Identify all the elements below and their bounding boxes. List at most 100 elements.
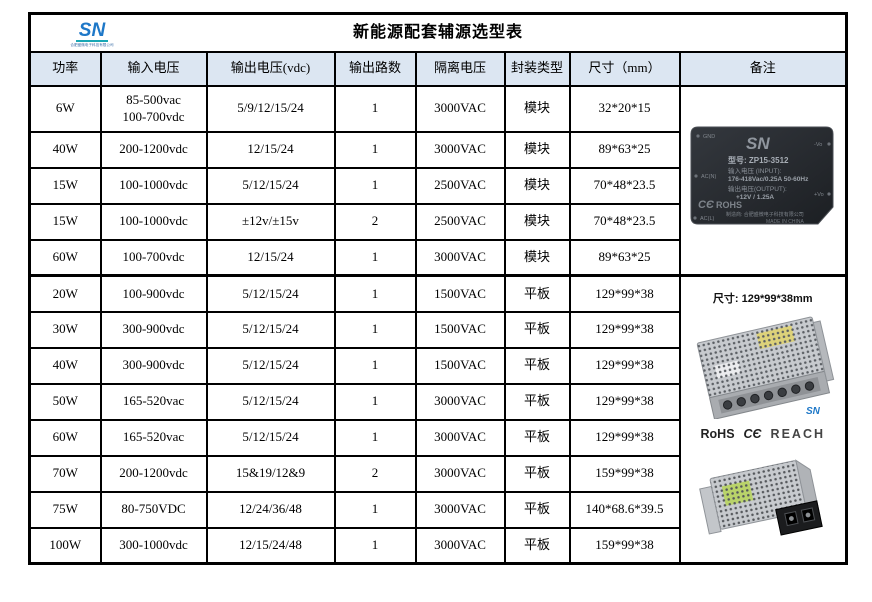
cell-output-voltage: 5/12/15/24 <box>205 310 336 349</box>
cell-package-type: 模块 <box>503 166 571 205</box>
module-output-label: 输出电压(OUTPUT): <box>728 184 787 193</box>
table-row: 6W 85-500vac 100-700vdc 5/9/12/15/24 1 3… <box>28 84 848 277</box>
cell-output-voltage: 12/15/24 <box>205 238 336 277</box>
cell-isolation-voltage: 3000VAC <box>414 490 506 529</box>
col-header-input-voltage: 输入电压 <box>99 50 208 87</box>
input-voltage-line2: 100-700vdc <box>122 108 185 124</box>
cell-power: 100W <box>28 526 102 565</box>
cell-output-channels: 1 <box>333 130 417 169</box>
cell-size: 159*99*38 <box>568 526 681 565</box>
col-header-remarks: 备注 <box>678 50 848 87</box>
cell-package-type: 平板 <box>503 274 571 313</box>
cell-output-voltage: 5/12/15/24 <box>205 166 336 205</box>
cell-input-voltage: 100-700vdc <box>99 238 208 277</box>
remarks-module-image-cell: SN 型号: ZP15-3512 输入电压 (INPUT): 176-418Va… <box>678 84 848 277</box>
cell-size: 129*99*38 <box>568 418 681 457</box>
cell-output-voltage: 5/12/15/24 <box>205 382 336 421</box>
cell-input-voltage: 100-1000vdc <box>99 202 208 241</box>
sn-logo-icon: SN <box>75 21 109 42</box>
psu-sn-logo: SN <box>806 406 821 417</box>
cell-output-channels: 1 <box>333 418 417 457</box>
module-ce-mark-icon: CЄ <box>698 199 715 211</box>
cell-isolation-voltage: 2500VAC <box>414 202 506 241</box>
module-output-value: +12V / 1.25A <box>736 194 774 201</box>
remarks-flat-image-cell: 尺寸: 129*99*38mm <box>678 274 848 565</box>
cell-size: 89*63*25 <box>568 130 681 169</box>
col-header-isolation-voltage: 隔离电压 <box>414 50 506 87</box>
cell-input-voltage: 100-1000vdc <box>99 166 208 205</box>
cell-isolation-voltage: 3000VAC <box>414 84 506 133</box>
cell-power: 40W <box>28 130 102 169</box>
title-row: SN 合肥盛微电子科技有限公司 新能源配套辅源选型表 <box>28 12 848 53</box>
table-row: 60W 165-520vac 5/12/15/24 1 3000VAC 平板 1… <box>28 418 847 457</box>
cell-input-voltage: 165-520vac <box>99 382 208 421</box>
flat-dimension-label: 尺寸: 129*99*38mm <box>712 292 813 305</box>
cell-output-channels: 1 <box>333 346 417 385</box>
company-logo: SN 合肥盛微电子科技有限公司 <box>53 18 131 50</box>
rohs-mark: RoHS <box>700 426 735 441</box>
cell-size: 129*99*38 <box>568 274 681 313</box>
table-row: 50W 165-520vac 5/12/15/24 1 3000VAC 平板 1… <box>28 382 847 421</box>
certification-marks: RoHS CЄ REACH <box>701 427 826 443</box>
cell-output-voltage: 5/12/15/24 <box>205 418 336 457</box>
module-pin-acl: AC(L) <box>700 216 715 222</box>
cell-package-type: 模块 <box>503 202 571 241</box>
cell-input-voltage: 200-1200vdc <box>99 454 208 493</box>
col-header-package-type: 封装类型 <box>503 50 571 87</box>
module-model: 型号: ZP15-3512 <box>728 155 789 165</box>
cell-size: 89*63*25 <box>568 238 681 277</box>
cell-output-voltage: 5/9/12/15/24 <box>205 84 336 133</box>
reach-mark: REACH <box>770 426 825 441</box>
cell-isolation-voltage: 1500VAC <box>414 274 506 313</box>
module-pin-vneg: -Vo <box>814 142 822 148</box>
module-made-in: MADE IN CHINA <box>766 219 804 225</box>
cell-isolation-voltage: 3000VAC <box>414 130 506 169</box>
module-manufacturer: 制造商: 合肥盛微电子科技有限公司 <box>726 211 804 218</box>
cell-size: 70*48*23.5 <box>568 166 681 205</box>
module-input-value: 176-418Vac/0.25A 50-60Hz <box>728 176 809 183</box>
input-voltage-line1: 85-500vac <box>126 92 181 108</box>
table-row: 20W 100-900vdc 5/12/15/24 1 1500VAC 平板 1… <box>28 274 848 565</box>
cell-package-type: 模块 <box>503 130 571 169</box>
cell-output-voltage: 12/15/24 <box>205 130 336 169</box>
cell-output-channels: 1 <box>333 382 417 421</box>
cell-power: 20W <box>28 274 102 313</box>
cell-isolation-voltage: 3000VAC <box>414 238 506 277</box>
cell-isolation-voltage: 3000VAC <box>414 418 506 457</box>
cell-output-channels: 1 <box>333 238 417 277</box>
cell-power: 6W <box>28 84 102 133</box>
cell-size: 32*20*15 <box>568 84 681 133</box>
module-body <box>690 126 834 225</box>
module-pin-gnd: GND <box>703 134 715 140</box>
cell-package-type: 平板 <box>503 418 571 457</box>
cell-isolation-voltage: 3000VAC <box>414 382 506 421</box>
cell-size: 129*99*38 <box>568 382 681 421</box>
cell-package-type: 平板 <box>503 382 571 421</box>
title-cell: SN 合肥盛微电子科技有限公司 新能源配套辅源选型表 <box>28 12 848 53</box>
module-product-image: SN 型号: ZP15-3512 输入电压 (INPUT): 176-418Va… <box>690 126 834 225</box>
table-row: 15W 100-1000vdc 5/12/15/24 1 2500VAC 模块 … <box>28 166 847 205</box>
cell-power: 30W <box>28 310 102 349</box>
module-input-label: 输入电压 (INPUT): <box>728 166 782 175</box>
cell-input-voltage: 300-1000vdc <box>99 526 208 565</box>
cell-package-type: 平板 <box>503 346 571 385</box>
cell-package-type: 模块 <box>503 238 571 277</box>
cell-package-type: 平板 <box>503 310 571 349</box>
enclosed-psu-product-image <box>698 459 823 536</box>
cell-output-channels: 1 <box>333 310 417 349</box>
ce-mark-icon: CЄ <box>743 426 762 441</box>
cell-size: 129*99*38 <box>568 310 681 349</box>
cell-output-channels: 2 <box>333 454 417 493</box>
col-header-output-channels: 输出路数 <box>333 50 417 87</box>
cell-output-channels: 1 <box>333 166 417 205</box>
table-row: 40W 200-1200vdc 12/15/24 1 3000VAC 模块 89… <box>28 130 847 169</box>
cell-power: 70W <box>28 454 102 493</box>
cell-input-voltage: 100-900vdc <box>99 274 208 313</box>
cell-package-type: 模块 <box>503 84 571 133</box>
cell-power: 40W <box>28 346 102 385</box>
flat-psu-product-image: SN <box>696 316 834 419</box>
cell-output-voltage: ±12v/±15v <box>205 202 336 241</box>
cell-size: 70*48*23.5 <box>568 202 681 241</box>
cell-power: 75W <box>28 490 102 529</box>
cell-input-voltage: 200-1200vdc <box>99 130 208 169</box>
